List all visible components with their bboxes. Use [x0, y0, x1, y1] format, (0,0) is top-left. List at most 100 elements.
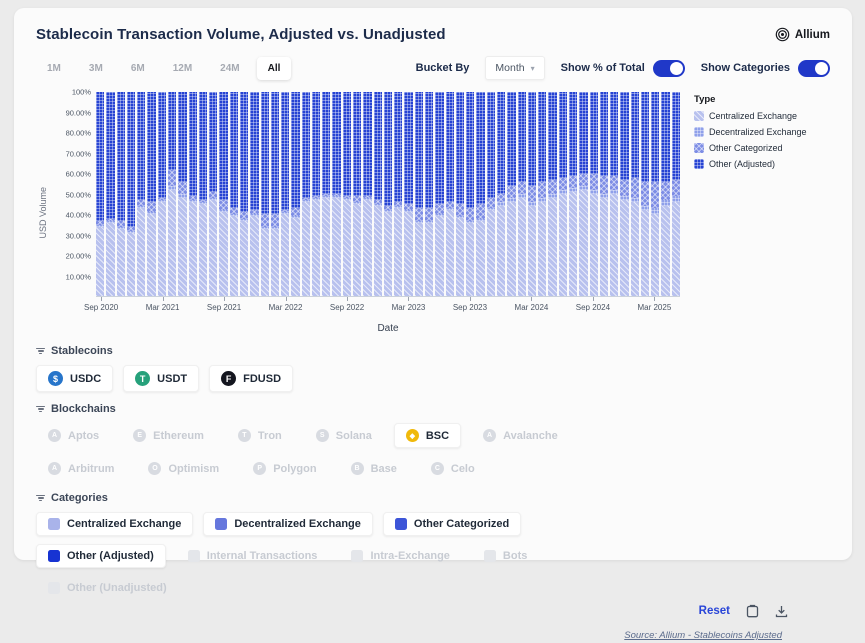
blockchain-chip-avalanche[interactable]: A Avalanche — [471, 423, 570, 448]
stablecoin-chip-usdt[interactable]: T USDT — [123, 365, 200, 392]
bar-may-2024[interactable] — [548, 92, 557, 296]
bar-jun-2021[interactable] — [188, 92, 197, 296]
bar-feb-2024[interactable] — [517, 92, 526, 296]
bar-nov-2024[interactable] — [610, 92, 619, 296]
bar-jan-2024[interactable] — [507, 92, 516, 296]
range-button-3m[interactable]: 3M — [78, 57, 114, 80]
legend-item[interactable]: Centralized Exchange — [694, 111, 830, 121]
bar-mar-2025[interactable] — [651, 92, 660, 296]
bar-jul-2021[interactable] — [198, 92, 208, 296]
show-categories-toggle[interactable] — [798, 59, 830, 77]
legend-item[interactable]: Decentralized Exchange — [694, 127, 830, 137]
bar-aug-2024[interactable] — [579, 92, 588, 296]
blockchain-chip-celo[interactable]: C Celo — [419, 456, 487, 481]
category-chip-bots[interactable]: Bots — [472, 544, 539, 568]
bar-nov-2023[interactable] — [486, 92, 495, 296]
bar-mar-2022[interactable] — [281, 92, 290, 296]
bar-may-2021[interactable] — [178, 92, 187, 296]
bar-aug-2023[interactable] — [455, 92, 465, 296]
blockchain-chip-base[interactable]: B Base — [339, 456, 409, 481]
bar-nov-2022[interactable] — [363, 92, 372, 296]
range-button-24m[interactable]: 24M — [209, 57, 250, 80]
bar-sep-2020[interactable] — [96, 92, 105, 296]
blockchain-chip-arbitrum[interactable]: A Arbitrum — [36, 456, 126, 481]
range-button-6m[interactable]: 6M — [120, 57, 156, 80]
bar-segment — [137, 208, 146, 296]
bar-jul-2024[interactable] — [568, 92, 578, 296]
blockchain-chip-optimism[interactable]: O Optimism — [136, 456, 231, 481]
bar-dec-2021[interactable] — [250, 92, 259, 296]
legend-item[interactable]: Other Categorized — [694, 143, 830, 153]
category-chip-centralized-exchange[interactable]: Centralized Exchange — [36, 512, 194, 536]
range-button-1m[interactable]: 1M — [36, 57, 72, 80]
bar-feb-2023[interactable] — [394, 92, 403, 296]
category-chip-other-adjusted-[interactable]: Other (Adjusted) — [36, 544, 166, 568]
bar-apr-2024[interactable] — [538, 92, 547, 296]
bar-feb-2021[interactable] — [147, 92, 156, 296]
bar-oct-2024[interactable] — [599, 92, 609, 296]
bar-apr-2021[interactable] — [167, 92, 177, 296]
bar-oct-2022[interactable] — [353, 92, 362, 296]
bar-nov-2020[interactable] — [116, 92, 125, 296]
range-button-all[interactable]: All — [256, 56, 292, 80]
bar-aug-2022[interactable] — [332, 92, 341, 296]
blockchain-chip-tron[interactable]: T Tron — [226, 423, 294, 448]
category-chip-other-categorized[interactable]: Other Categorized — [382, 512, 522, 536]
bar-jan-2021[interactable] — [137, 92, 146, 296]
bar-jan-2022[interactable] — [260, 92, 269, 296]
bar-sep-2021[interactable] — [219, 92, 228, 296]
bar-may-2025[interactable] — [671, 92, 681, 296]
bar-oct-2021[interactable] — [229, 92, 238, 296]
source-link[interactable]: Source: Allium - Stablecoins Adjusted — [624, 630, 782, 641]
stablecoin-chip-fdusd[interactable]: F FDUSD — [209, 365, 294, 392]
range-button-12m[interactable]: 12M — [162, 57, 203, 80]
bar-aug-2021[interactable] — [209, 92, 218, 296]
bar-sep-2023[interactable] — [466, 92, 475, 296]
category-chip-intra-exchange[interactable]: Intra-Exchange — [339, 544, 461, 568]
bar-jun-2022[interactable] — [311, 92, 321, 296]
stablecoin-chip-usdc[interactable]: $ USDC — [36, 365, 114, 392]
bar-jun-2024[interactable] — [558, 92, 567, 296]
bar-apr-2023[interactable] — [414, 92, 423, 296]
bar-dec-2023[interactable] — [496, 92, 506, 296]
reset-button[interactable]: Reset — [698, 605, 730, 617]
bar-mar-2023[interactable] — [404, 92, 413, 296]
bar-may-2023[interactable] — [425, 92, 434, 296]
legend-item[interactable]: Other (Adjusted) — [694, 159, 830, 169]
bar-sep-2024[interactable] — [589, 92, 598, 296]
bar-jun-2023[interactable] — [435, 92, 444, 296]
blockchain-chip-aptos[interactable]: A Aptos — [36, 423, 111, 448]
bar-nov-2021[interactable] — [239, 92, 249, 296]
blockchain-chip-bsc[interactable]: ◆ BSC — [393, 423, 462, 448]
category-chip-internal-transactions[interactable]: Internal Transactions — [176, 544, 330, 568]
bar-segment — [239, 212, 249, 219]
bar-mar-2021[interactable] — [157, 92, 166, 296]
bar-jul-2022[interactable] — [322, 92, 331, 296]
blockchain-chip-solana[interactable]: S Solana — [304, 423, 384, 448]
bar-apr-2022[interactable] — [291, 92, 300, 296]
bar-jan-2025[interactable] — [630, 92, 639, 296]
bar-mar-2024[interactable] — [527, 92, 537, 296]
download-icon[interactable] — [775, 605, 788, 618]
bucket-select[interactable]: Month ▾ — [485, 56, 545, 80]
bar-dec-2020[interactable] — [126, 92, 136, 296]
blockchain-chip-ethereum[interactable]: E Ethereum — [121, 423, 216, 448]
bar-may-2022[interactable] — [301, 92, 310, 296]
category-chip-other-unadjusted-[interactable]: Other (Unadjusted) — [36, 576, 179, 600]
bar-jan-2023[interactable] — [383, 92, 393, 296]
bar-jul-2023[interactable] — [445, 92, 454, 296]
bar-apr-2025[interactable] — [661, 92, 670, 296]
bar-feb-2025[interactable] — [640, 92, 650, 296]
bar-sep-2022[interactable] — [342, 92, 352, 296]
bar-dec-2024[interactable] — [620, 92, 629, 296]
bar-feb-2022[interactable] — [270, 92, 280, 296]
copy-icon[interactable] — [746, 604, 759, 618]
show-percent-toggle[interactable] — [652, 59, 685, 77]
category-chip-decentralized-exchange[interactable]: Decentralized Exchange — [203, 512, 373, 536]
bar-oct-2023[interactable] — [476, 92, 485, 296]
bar-oct-2020[interactable] — [106, 92, 115, 296]
bar-segment — [548, 198, 557, 296]
filter-icon — [36, 494, 45, 502]
bar-dec-2022[interactable] — [373, 92, 382, 296]
blockchain-chip-polygon[interactable]: P Polygon — [241, 456, 328, 481]
